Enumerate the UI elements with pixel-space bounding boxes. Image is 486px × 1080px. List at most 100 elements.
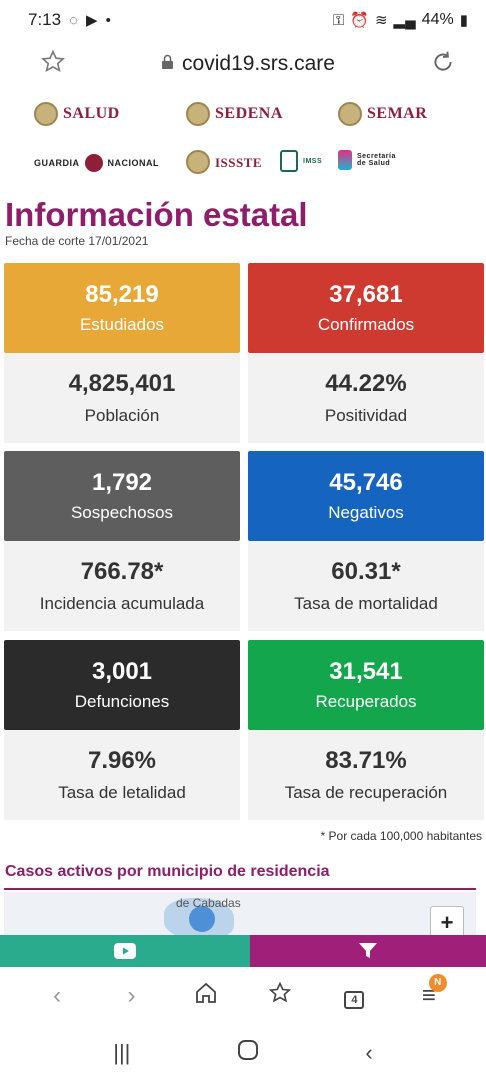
institution-logos: SALUD SEDENA SEMAR GUARDIA NACIONAL ISSS… (0, 92, 486, 192)
sedena-logo: SEDENA (186, 102, 283, 126)
eagle-emblem-icon (84, 154, 103, 172)
stat-card-recuperados: 31,541 Recuperados 83.71% Tasa de recupe… (248, 640, 484, 820)
clock: 7:13 (28, 10, 62, 29)
browser-toolbar: ‹ › 4 ≡ N (0, 967, 486, 1025)
stat-card-sospechosos: 1,792 Sospechosos 766.78* Incidencia acu… (4, 451, 240, 631)
stat-sub-value: 766.78* (80, 558, 164, 585)
issste-logo: ISSSTE (186, 150, 262, 174)
footnote: * Por cada 100,000 habitantes (320, 829, 482, 843)
stat-sub-label: Tasa de letalidad (58, 783, 186, 802)
lock-icon (161, 54, 174, 74)
stat-label: Estudiados (79, 315, 165, 334)
tab-count: 4 (344, 991, 365, 1009)
stat-subcard: 44.22% Positividad (248, 353, 484, 443)
stat-label: Recuperados (315, 692, 417, 711)
youtube-notification-icon: ▶ (86, 11, 98, 29)
semar-emblem-icon (338, 102, 362, 126)
municipality-map[interactable]: de Cabadas + (4, 892, 476, 936)
stat-card-head: 45,746 Negativos (248, 451, 484, 541)
stat-sub-value: 44.22% (325, 370, 407, 397)
notification-badge: N (428, 974, 447, 992)
youtube-button[interactable] (0, 935, 250, 967)
battery-percent: 44% (421, 11, 454, 28)
filter-button[interactable] (250, 935, 486, 967)
stat-sub-value: 7.96% (87, 747, 157, 774)
back-button-icon[interactable]: ‹ (365, 1039, 373, 1065)
url-field[interactable]: covid19.srs.care (161, 52, 335, 76)
stat-sub-label: Incidencia acumulada (39, 594, 205, 613)
issste-emblem-icon (186, 150, 210, 174)
stat-sub-value: 60.31* (331, 558, 401, 585)
stat-card-head: 3,001 Defunciones (4, 640, 240, 730)
map-place-label: de Cabadas (176, 896, 241, 910)
url-text: covid19.srs.care (182, 52, 335, 75)
stat-sub-label: Población (84, 406, 160, 425)
stat-label: Confirmados (317, 315, 415, 334)
status-bar: 7:13 ◌ ▶ • ⚿ ⏰ ≋ ▂▄ 44% ▮ (0, 0, 486, 40)
stat-subcard: 4,825,401 Población (4, 353, 240, 443)
wifi-icon: ≋ (374, 11, 388, 29)
map-zoom-in-button[interactable]: + (430, 906, 464, 936)
stats-row: 1,792 Sospechosos 766.78* Incidencia acu… (4, 451, 484, 631)
stat-subcard: 83.71% Tasa de recuperación (248, 730, 484, 820)
stat-card-estudiados: 85,219 Estudiados 4,825,401 Población (4, 263, 240, 443)
stat-value: 1,792 (91, 469, 153, 496)
stat-sub-label: Tasa de recuperación (284, 783, 448, 802)
stat-sub-label: Positividad (324, 406, 408, 425)
salud-emblem-icon (34, 102, 58, 126)
section-title: Casos activos por municipio de residenci… (5, 863, 330, 880)
imss-logo: IMSS (280, 150, 322, 172)
salud-logo: SALUD (34, 102, 120, 126)
whatsapp-icon: ◌ (69, 11, 79, 29)
bookmark-star-icon[interactable] (40, 49, 66, 80)
tabs-button[interactable]: 4 (334, 982, 374, 1010)
stat-value: 3,001 (91, 658, 153, 685)
sedena-emblem-icon (186, 102, 210, 126)
stat-card-negativos: 45,746 Negativos 60.31* Tasa de mortalid… (248, 451, 484, 631)
back-icon[interactable]: ‹ (53, 982, 62, 1009)
semar-logo: SEMAR (338, 102, 427, 126)
youtube-icon (114, 943, 136, 959)
stat-label: Sospechosos (70, 503, 174, 522)
system-navigation-bar: ||| ‹ (0, 1025, 486, 1080)
stats-row: 3,001 Defunciones 7.96% Tasa de letalida… (4, 640, 484, 820)
filter-icon (359, 943, 377, 958)
more-notifications-dot-icon: • (105, 11, 111, 29)
action-bar (0, 935, 486, 967)
stat-sub-value: 4,825,401 (68, 370, 176, 397)
stat-card-defunciones: 3,001 Defunciones 7.96% Tasa de letalida… (4, 640, 240, 820)
cutoff-date: Fecha de corte 17/01/2021 (5, 234, 149, 248)
stat-subcard: 766.78* Incidencia acumulada (4, 541, 240, 631)
stat-subcard: 60.31* Tasa de mortalidad (248, 541, 484, 631)
stat-card-head: 85,219 Estudiados (4, 263, 240, 353)
recent-apps-icon[interactable]: ||| (113, 1039, 131, 1065)
home-icon[interactable] (186, 981, 226, 1012)
reload-icon[interactable] (430, 49, 456, 80)
forward-icon[interactable]: › (127, 982, 136, 1009)
section-divider (4, 888, 476, 890)
stat-value: 37,681 (329, 281, 403, 308)
stat-value: 31,541 (329, 658, 403, 685)
map-region (189, 906, 215, 932)
secretaria-salud-logo: Secretaría de Salud (338, 150, 401, 170)
guardia-nacional-logo: GUARDIA NACIONAL (34, 154, 159, 172)
menu-icon[interactable]: ≡ N (409, 974, 449, 1010)
stat-value: 85,219 (85, 281, 159, 308)
stat-value: 45,746 (329, 469, 403, 496)
home-button-icon[interactable] (237, 1039, 259, 1067)
stat-card-head: 31,541 Recuperados (248, 640, 484, 730)
alarm-icon: ⏰ (350, 11, 369, 29)
stat-label: Defunciones (74, 692, 170, 711)
browser-address-bar: covid19.srs.care (0, 40, 486, 88)
secretaria-emblem-icon (338, 150, 352, 170)
stats-row: 85,219 Estudiados 4,825,401 Población 37… (4, 263, 484, 443)
stat-subcard: 7.96% Tasa de letalidad (4, 730, 240, 820)
vpn-key-icon: ⚿ (332, 11, 345, 29)
page-title: Información estatal (5, 196, 308, 233)
stat-card-head: 37,681 Confirmados (248, 263, 484, 353)
stat-label: Negativos (328, 503, 404, 522)
imss-emblem-icon (280, 150, 298, 172)
signal-icon: ▂▄ (393, 11, 416, 29)
stat-card-head: 1,792 Sospechosos (4, 451, 240, 541)
bookmarks-icon[interactable] (260, 981, 300, 1012)
